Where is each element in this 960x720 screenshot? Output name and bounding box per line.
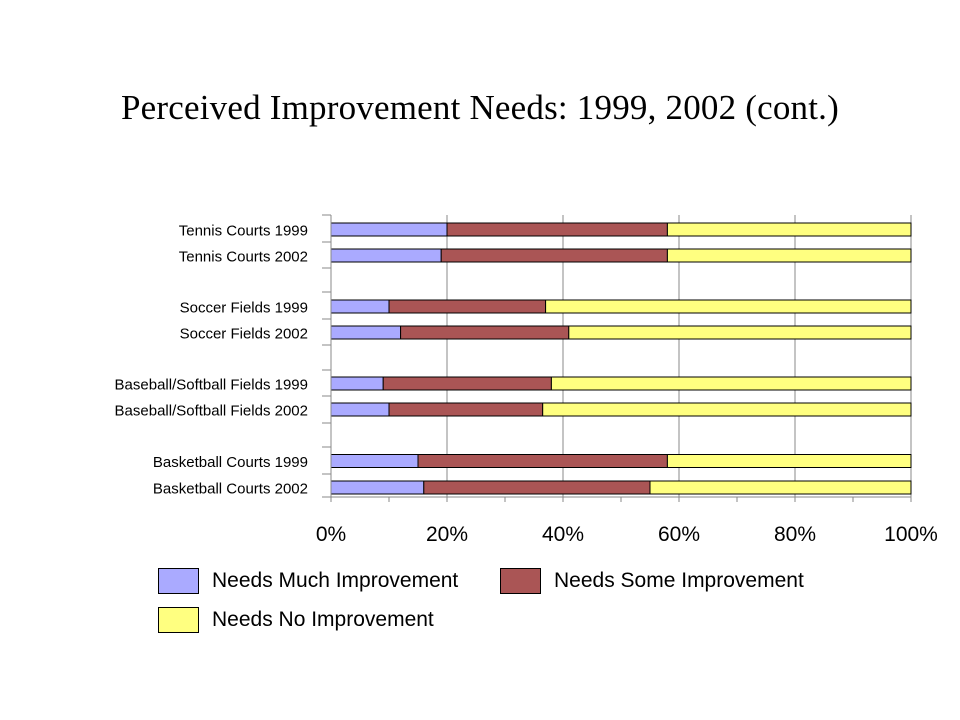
bar-segment (568, 325, 912, 340)
bar-segment (330, 480, 425, 495)
bar-segment (446, 222, 668, 237)
bar-segment (417, 454, 668, 468)
bar-segment (330, 325, 402, 340)
bar-segment (330, 248, 442, 263)
bar-segment (382, 376, 552, 391)
bar-segment (330, 222, 448, 237)
page-title: Perceived Improvement Needs: 1999, 2002 … (121, 88, 839, 127)
bar-segment (666, 248, 912, 263)
category-label: Tennis Courts 2002 (179, 249, 308, 266)
bar-segment (423, 480, 651, 495)
legend-swatch-none (158, 607, 199, 633)
bar-segment (666, 454, 912, 468)
bar-segment (400, 325, 570, 340)
category-label: Basketball Courts 1999 (153, 454, 308, 471)
category-label: Soccer Fields 2002 (180, 326, 308, 343)
x-tick-label: 60% (658, 523, 700, 546)
legend-item-none: Needs No Improvement (158, 605, 434, 635)
category-label: Baseball/Softball Fields 2002 (115, 403, 308, 420)
x-tick-label: 20% (426, 523, 468, 546)
x-tick-label: 0% (316, 523, 346, 546)
x-tick-label: 100% (884, 523, 938, 546)
bar-segment (550, 376, 912, 391)
bar-segment (649, 480, 912, 495)
category-label: Tennis Courts 1999 (179, 223, 308, 240)
bar-segment (330, 299, 390, 314)
legend-swatch-some (500, 568, 541, 594)
bar-segment (388, 299, 547, 314)
category-label: Basketball Courts 2002 (153, 481, 308, 498)
bar-segment (330, 402, 390, 417)
x-tick-label: 80% (774, 523, 816, 546)
legend-item-some: Needs Some Improvement (500, 566, 804, 596)
legend-item-much: Needs Much Improvement (158, 566, 458, 596)
legend-label-some: Needs Some Improvement (554, 569, 804, 592)
bar-segment (330, 454, 419, 468)
stacked-bar-chart: 0% 20% 40% 60% 80% 100% Tennis Courts 1999 Tenn… (115, 214, 938, 546)
category-label: Soccer Fields 1999 (180, 300, 308, 317)
bar-segment (666, 222, 912, 237)
bar-segment (440, 248, 668, 263)
legend-label-much: Needs Much Improvement (212, 569, 459, 592)
bar-segment (545, 299, 912, 314)
bar-segment (388, 402, 544, 417)
bar-segment (330, 376, 384, 391)
bar-segment (542, 402, 912, 417)
category-label: Baseball/Softball Fields 1999 (115, 377, 308, 394)
x-tick-label: 40% (542, 523, 584, 546)
legend-swatch-much (158, 568, 199, 594)
legend-label-none: Needs No Improvement (212, 608, 434, 631)
